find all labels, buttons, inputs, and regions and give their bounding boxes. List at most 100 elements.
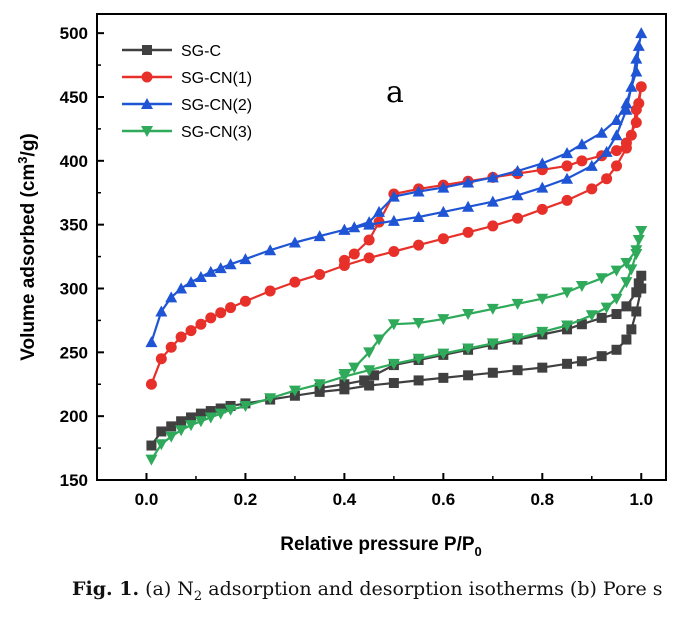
data-point-sg-cn-1 bbox=[586, 183, 598, 195]
data-point-sg-c bbox=[413, 375, 424, 386]
data-point-sg-cn-3 bbox=[363, 365, 376, 377]
data-point-sg-cn-2 bbox=[585, 159, 598, 171]
y-tick-label: 250 bbox=[60, 343, 88, 362]
y-tick-label: 300 bbox=[60, 279, 88, 298]
data-point-sg-cn-3 bbox=[412, 317, 425, 329]
data-point-sg-cn-2 bbox=[214, 262, 227, 274]
data-point-sg-cn-3 bbox=[214, 408, 227, 420]
data-point-sg-cn-2 bbox=[625, 80, 638, 92]
legend: SG-C SG-CN(1) SG-CN(2) SG-CN(3) bbox=[122, 43, 252, 141]
data-point-sg-cn-2 bbox=[561, 172, 574, 184]
data-point-sg-cn-1 bbox=[195, 318, 207, 330]
data-point-sg-cn-3 bbox=[595, 273, 608, 285]
data-point-sg-cn-1 bbox=[437, 233, 449, 245]
data-point-sg-cn-2 bbox=[412, 210, 425, 222]
data-point-sg-cn-1 bbox=[388, 245, 400, 257]
data-point-sg-cn-1 bbox=[348, 248, 360, 260]
data-point-sg-cn-2 bbox=[194, 271, 207, 283]
data-point-sg-cn-3 bbox=[145, 454, 158, 466]
data-point-sg-cn-2 bbox=[437, 205, 450, 217]
data-point-sg-c bbox=[156, 426, 167, 437]
data-point-sg-cn-2 bbox=[204, 265, 217, 277]
data-point-sg-cn-2 bbox=[175, 282, 188, 294]
data-point-sg-cn-3 bbox=[610, 265, 623, 277]
caption-fig-label: Fig. 1. bbox=[72, 578, 140, 600]
data-point-sg-cn-2 bbox=[561, 147, 574, 159]
data-point-sg-cn-3 bbox=[239, 400, 252, 412]
data-point-sg-cn-2 bbox=[165, 291, 178, 303]
data-point-sg-c bbox=[166, 421, 177, 432]
data-point-sg-cn-1 bbox=[601, 173, 613, 185]
data-point-sg-c bbox=[512, 365, 523, 376]
data-point-sg-cn-1 bbox=[145, 378, 157, 390]
legend-label: SG-C bbox=[181, 43, 221, 60]
data-point-sg-c bbox=[359, 375, 370, 386]
data-point-sg-cn-3 bbox=[610, 293, 623, 305]
data-point-sg-cn-3 bbox=[412, 353, 425, 365]
data-point-sg-cn-1 bbox=[611, 145, 623, 157]
data-point-sg-cn-3 bbox=[575, 280, 588, 292]
data-point-sg-cn-2 bbox=[511, 189, 524, 201]
data-point-sg-cn-2 bbox=[600, 145, 613, 157]
data-point-sg-cn-2 bbox=[412, 185, 425, 197]
data-point-sg-cn-3 bbox=[625, 264, 638, 276]
legend-label: SG-CN(3) bbox=[181, 124, 252, 141]
legend-marker bbox=[141, 126, 153, 137]
data-point-sg-cn-1 bbox=[633, 97, 645, 109]
data-point-sg-c bbox=[339, 379, 350, 390]
data-point-sg-cn-3 bbox=[185, 420, 198, 432]
data-point-sg-cn-3 bbox=[338, 369, 351, 381]
ticks-layer: 0.0 0.2 0.4 0.6 0.8 1.0 150 200 250 300 350 400 450 5… bbox=[60, 24, 653, 509]
data-point-sg-cn-2 bbox=[145, 336, 158, 348]
data-point-sg-cn-2 bbox=[338, 223, 351, 235]
series-layer bbox=[145, 27, 648, 466]
data-point-sg-c bbox=[463, 370, 474, 381]
isotherm-chart: 0.0 0.2 0.4 0.6 0.8 1.0 150 200 250 300 350 400 450 5… bbox=[15, 13, 667, 559]
data-point-sg-cn-1 bbox=[225, 302, 237, 314]
x-axis-title: Relative pressure P/P0 bbox=[280, 534, 482, 559]
data-point-sg-cn-2 bbox=[630, 65, 643, 77]
data-point-sg-cn-3 bbox=[635, 226, 648, 238]
data-point-sg-cn-3 bbox=[632, 234, 645, 246]
data-point-sg-cn-3 bbox=[155, 439, 168, 451]
data-point-sg-cn-1 bbox=[536, 203, 548, 215]
data-point-sg-cn-2 bbox=[632, 39, 645, 51]
data-point-sg-cn-2 bbox=[620, 103, 633, 115]
data-point-sg-cn-3 bbox=[194, 416, 207, 428]
data-point-sg-cn-2 bbox=[536, 181, 549, 193]
data-point-sg-cn-2 bbox=[462, 176, 475, 188]
data-point-sg-cn-3 bbox=[462, 309, 475, 321]
data-point-sg-cn-1 bbox=[185, 325, 197, 337]
data-point-sg-cn-3 bbox=[486, 303, 499, 315]
x-tick-label: 1.0 bbox=[629, 490, 653, 509]
data-point-sg-cn-2 bbox=[536, 157, 549, 169]
caption-text-a: (a) N bbox=[139, 578, 194, 600]
data-point-sg-cn-2 bbox=[239, 253, 252, 265]
data-point-sg-cn-3 bbox=[264, 393, 277, 405]
data-point-sg-cn-3 bbox=[561, 287, 574, 299]
data-point-sg-cn-2 bbox=[224, 258, 237, 270]
data-point-sg-cn-2 bbox=[486, 195, 499, 207]
data-point-sg-cn-2 bbox=[610, 129, 623, 141]
y-tick-label: 450 bbox=[60, 88, 88, 107]
caption-subscript: 2 bbox=[193, 588, 203, 604]
data-point-sg-c bbox=[626, 324, 637, 335]
data-point-sg-cn-1 bbox=[165, 341, 177, 353]
y-axis-title: Volume adsorbed (cm3/g) bbox=[15, 133, 39, 361]
data-point-sg-cn-1 bbox=[264, 285, 276, 297]
data-point-sg-c bbox=[633, 278, 644, 289]
data-point-sg-c bbox=[562, 358, 573, 369]
data-point-sg-cn-2 bbox=[155, 305, 168, 317]
data-point-sg-cn-1 bbox=[620, 137, 632, 149]
data-point-sg-cn-1 bbox=[239, 295, 251, 307]
data-point-sg-cn-2 bbox=[610, 113, 623, 125]
data-point-sg-cn-3 bbox=[600, 302, 613, 314]
data-point-sg-cn-1 bbox=[462, 226, 474, 238]
data-point-sg-cn-3 bbox=[363, 347, 376, 359]
data-point-sg-c bbox=[611, 309, 622, 320]
data-point-sg-cn-1 bbox=[363, 252, 375, 264]
data-point-sg-cn-1 bbox=[205, 312, 217, 324]
data-point-sg-cn-3 bbox=[620, 277, 633, 289]
data-point-sg-cn-1 bbox=[561, 194, 573, 206]
data-point-sg-cn-1 bbox=[175, 331, 187, 343]
